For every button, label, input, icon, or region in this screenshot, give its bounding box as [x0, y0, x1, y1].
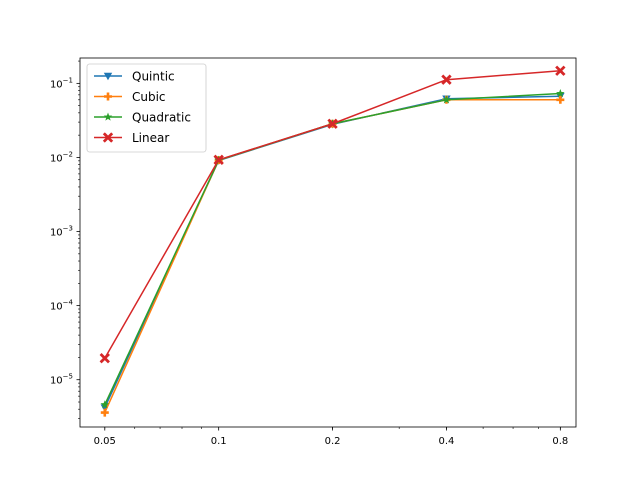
- y-tick-label: 10−1: [50, 76, 73, 90]
- plot-area: 10−5 10−4 10−3 10−2 10−1 0.05 0.1 0.2 0.4 0.8 Quin…: [50, 57, 577, 447]
- data-point: [213, 154, 224, 165]
- point-marker: [556, 88, 565, 98]
- x-tick-label: 0.4: [438, 436, 454, 447]
- point-marker: [100, 408, 109, 417]
- data-point: [100, 400, 110, 409]
- y-tick-label: 10−5: [50, 373, 73, 387]
- legend-label: Cubic: [132, 90, 166, 104]
- legend-item: Linear: [94, 131, 169, 145]
- point-marker: [103, 112, 113, 121]
- point-marker: [103, 72, 113, 81]
- point-marker: [555, 65, 566, 76]
- point-marker: [99, 353, 110, 364]
- point-marker: [100, 400, 110, 409]
- data-point: [100, 408, 109, 417]
- data-point: [102, 132, 114, 143]
- data-point: [103, 112, 113, 121]
- data-point: [556, 95, 565, 104]
- point-marker: [327, 118, 338, 129]
- y-tick-label: 10−3: [50, 225, 73, 239]
- point-marker: [441, 74, 452, 85]
- point-marker: [442, 95, 451, 104]
- data-point: [103, 72, 113, 81]
- legend-item: Quadratic: [94, 111, 191, 125]
- point-marker: [556, 95, 565, 104]
- legend: Quintic Cubic Quadratic Linear: [86, 63, 207, 153]
- axes-frame: [79, 57, 577, 428]
- data-point: [556, 88, 565, 98]
- legend-label: Quintic: [132, 70, 175, 84]
- legend-label: Linear: [132, 131, 169, 145]
- data-point: [555, 65, 566, 76]
- data-point: [442, 95, 451, 104]
- x-tick-label: 0.8: [552, 436, 568, 447]
- y-tick-label: 10−4: [50, 299, 74, 313]
- legend-box: [86, 63, 207, 153]
- data-point: [327, 118, 338, 129]
- x-tick-label: 0.05: [94, 436, 116, 447]
- y-tick-label: 10−2: [50, 150, 73, 164]
- legend-item: Cubic: [94, 90, 166, 104]
- data-point: [104, 92, 112, 101]
- data-point: [99, 353, 110, 364]
- point-marker: [104, 92, 112, 101]
- point-marker: [213, 154, 224, 165]
- data-point: [441, 74, 452, 85]
- series-linear: [99, 65, 566, 364]
- x-tick-label: 0.2: [325, 436, 341, 447]
- x-tick-label: 0.1: [211, 436, 227, 447]
- point-marker: [102, 132, 114, 143]
- legend-item: Quintic: [94, 70, 175, 84]
- legend-label: Quadratic: [132, 111, 191, 125]
